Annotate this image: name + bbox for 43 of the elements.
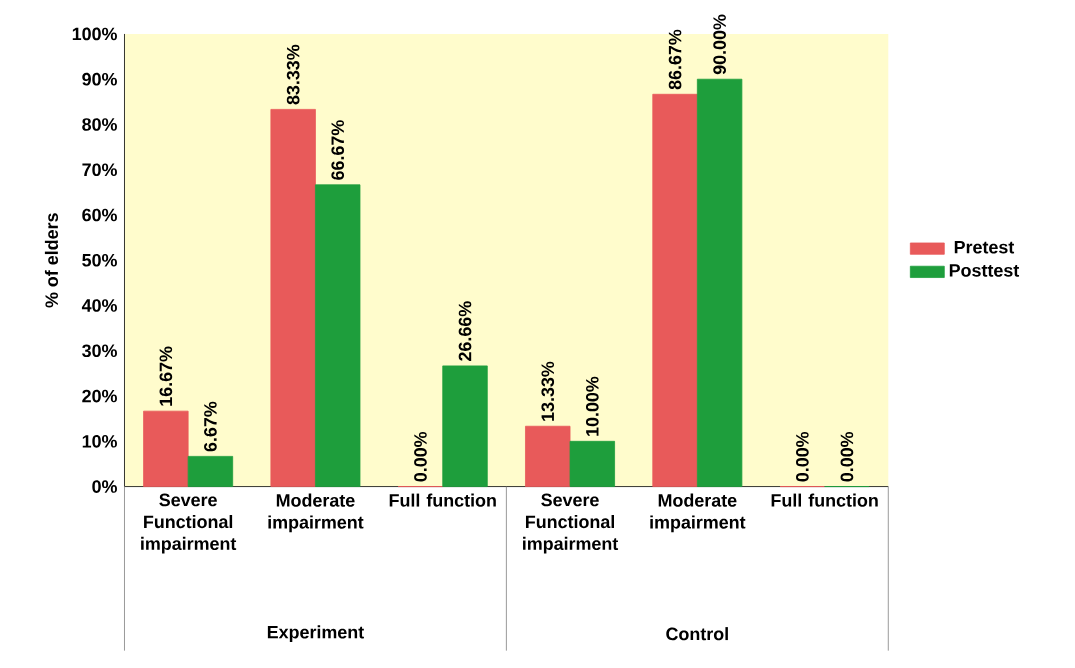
y-tick-label: 30% <box>82 344 117 358</box>
data-label: 16.67% <box>159 346 173 406</box>
data-label: 86.67% <box>668 29 682 90</box>
y-tick-label: 70% <box>82 163 117 177</box>
bar <box>525 426 571 488</box>
y-tick-label: 40% <box>81 299 117 313</box>
y-tick-label: 20% <box>82 389 117 403</box>
y-tick-label: 0% <box>92 480 117 494</box>
bar <box>652 94 698 488</box>
data-label: 90.00% <box>713 14 726 75</box>
bar <box>696 79 743 488</box>
x-tick-label: Severe Functional impairment <box>523 493 619 554</box>
legend-label: Pretest <box>954 241 1015 254</box>
data-label: 13.33% <box>541 361 555 421</box>
y-tick-label: 100% <box>72 27 117 41</box>
data-label: 26.66% <box>458 301 472 362</box>
text: Experiment <box>267 625 364 643</box>
bar <box>315 184 361 488</box>
bar <box>442 365 488 488</box>
bar <box>187 456 234 488</box>
bar <box>143 410 189 488</box>
y-axis-title: % of elders <box>44 213 59 308</box>
bar <box>270 109 316 488</box>
y-tick-label: 90% <box>82 73 117 86</box>
y-tick-label: 50% <box>82 254 117 267</box>
data-label: 66.67% <box>331 120 345 180</box>
x-tick-label: Severe Functional impairment <box>141 493 237 554</box>
y-tick-label: 80% <box>82 118 117 132</box>
x-tick-label: Moderate impairment <box>650 493 746 533</box>
x-tick-label: Moderate impairment <box>268 493 364 533</box>
bar <box>569 441 615 488</box>
data-label: 83.33% <box>286 45 300 105</box>
data-label: 10.00% <box>585 376 599 436</box>
data-label: 0.00% <box>414 432 427 482</box>
data-label: 0.00% <box>840 432 854 482</box>
y-tick-label: 60% <box>82 208 117 222</box>
text: Control <box>666 627 728 641</box>
x-tick-label: Full function <box>771 493 878 507</box>
y-tick-label: 10% <box>82 435 117 448</box>
data-label: 0.00% <box>796 432 809 482</box>
legend-label: Posttest <box>949 264 1020 277</box>
x-tick-label: Full function <box>389 493 496 507</box>
data-label: 6.67% <box>204 401 217 452</box>
